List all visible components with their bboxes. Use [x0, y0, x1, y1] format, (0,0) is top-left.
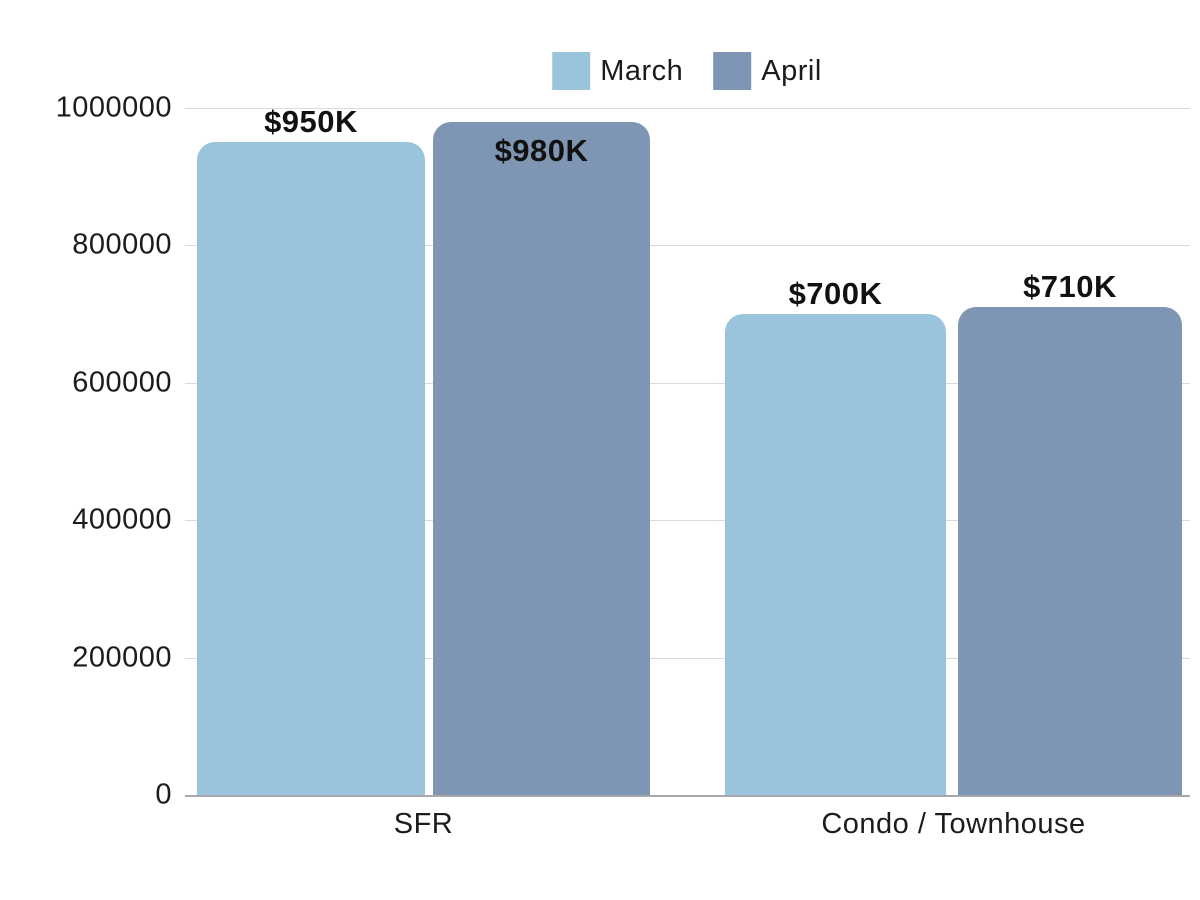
bar-march-condo	[725, 314, 946, 795]
x-axis-label-sfr: SFR	[393, 808, 454, 840]
legend-label-april: April	[761, 54, 822, 87]
legend-label-march: March	[600, 54, 684, 87]
bar-value-label-march-condo: $700K	[788, 276, 883, 312]
bar-value-label-march-sfr: $950K	[264, 104, 358, 140]
y-tick-label-800000: 800000	[72, 228, 172, 261]
y-tick-label-1000000: 1000000	[55, 91, 172, 124]
x-axis-line	[185, 795, 1190, 797]
march-color-swatch	[552, 52, 591, 90]
plot-area	[185, 108, 1190, 797]
gridline-1000000	[185, 108, 1190, 109]
bar-value-label-april-condo: $710K	[1023, 269, 1117, 305]
gridline-200000	[185, 657, 1190, 659]
y-tick-label-600000: 600000	[72, 366, 172, 399]
legend-item-march: March	[552, 52, 683, 90]
legend: March April	[552, 52, 822, 90]
bar-april-sfr	[433, 122, 650, 795]
legend-item-april: April	[713, 52, 822, 90]
y-tick-label-400000: 400000	[72, 503, 172, 536]
gridline-400000	[185, 520, 1190, 522]
bar-march-sfr	[197, 142, 425, 795]
gridline-800000	[185, 245, 1190, 247]
x-axis-label-condo: Condo / Townhouse	[821, 808, 1086, 840]
bar-value-label-april-sfr: $980K	[494, 132, 589, 168]
bar-april-condo	[958, 307, 1182, 795]
y-tick-label-200000: 200000	[72, 641, 172, 674]
gridline-600000	[185, 382, 1190, 384]
april-color-swatch	[713, 52, 752, 90]
y-tick-label-0: 0	[155, 778, 172, 811]
